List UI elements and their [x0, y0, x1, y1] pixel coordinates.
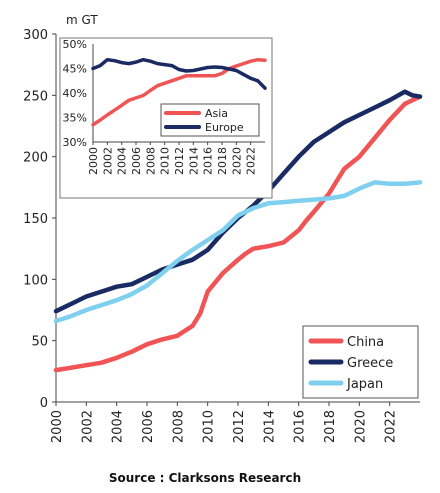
x-tick-label: 2016 [293, 410, 308, 443]
inset-x-tick-label: 2008 [144, 147, 157, 175]
inset-x-tick-label: 2002 [101, 147, 114, 175]
inset-series-line-asia [91, 57, 267, 127]
inset-y-tick-label: 35% [63, 112, 87, 125]
inset-x-tick-label: 2004 [116, 147, 129, 175]
source-note: Source : Clarksons Research [109, 471, 301, 485]
inset-x-tick-label: 2022 [245, 147, 258, 175]
x-tick-label: 2008 [171, 410, 186, 443]
inset-y-tick-label: 45% [63, 63, 87, 76]
inset-x-tick-label: 2014 [187, 147, 200, 175]
inset-x-tick-label: 2000 [87, 147, 100, 175]
inset-legend-label-europe: Europe [205, 121, 244, 134]
y-tick-label: 300 [23, 28, 48, 43]
inset-x-tick-label: 2012 [173, 147, 186, 175]
x-tick-label: 2000 [50, 410, 65, 443]
x-tick-label: 2014 [262, 410, 277, 443]
x-tick-label: 2004 [111, 410, 126, 443]
y-tick-label: 50 [31, 335, 48, 350]
inset-legend-label-asia: Asia [205, 107, 228, 120]
series-line-japan [53, 180, 423, 324]
inset-x-tick-label: 2010 [159, 147, 172, 175]
inset-x-tick-label: 2018 [216, 147, 229, 175]
y-tick-label: 150 [23, 212, 48, 227]
series-line-china [53, 94, 423, 373]
inset-y-tick-label: 50% [63, 38, 87, 51]
legend-label-china: China [347, 335, 384, 350]
legend-label-japan: Japan [346, 377, 383, 392]
legend-label-greece: Greece [347, 356, 393, 371]
x-tick-label: 2006 [141, 410, 156, 443]
inset-series-line-europe [91, 57, 267, 90]
inset-y-tick-label: 40% [63, 87, 87, 100]
y-unit-label: m GT [66, 13, 98, 27]
inset-x-tick-label: 2020 [230, 147, 243, 175]
inset-x-tick-label: 2016 [202, 147, 215, 175]
x-tick-label: 2010 [202, 410, 217, 443]
x-tick-label: 2018 [323, 410, 338, 443]
x-tick-label: 2002 [80, 410, 95, 443]
y-tick-label: 200 [23, 151, 48, 166]
y-tick-label: 100 [23, 273, 48, 288]
x-tick-label: 2022 [384, 410, 399, 443]
inset-y-tick-label: 30% [63, 136, 87, 149]
x-tick-label: 2020 [353, 410, 368, 443]
y-tick-label: 0 [40, 396, 48, 411]
x-tick-label: 2012 [232, 410, 247, 443]
inset-legend-box [160, 103, 260, 137]
inset-x-tick-label: 2006 [130, 147, 143, 175]
y-tick-label: 250 [23, 89, 48, 104]
